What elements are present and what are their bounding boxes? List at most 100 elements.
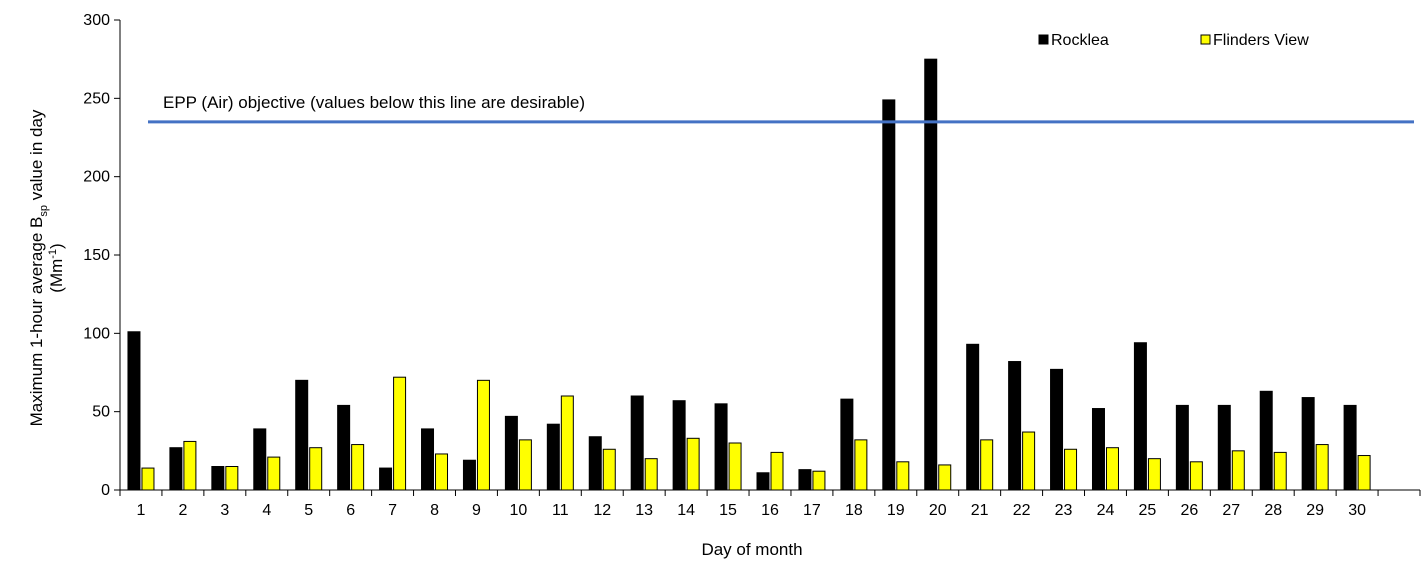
bar-rocklea-day-22: [1008, 361, 1022, 491]
bar-rocklea-day-7: [379, 467, 393, 491]
bar-rocklea-day-28: [1259, 390, 1273, 491]
y-axis-unit: (Mm-1): [47, 243, 66, 292]
y-tick-label-150: 150: [83, 247, 110, 264]
bar-flinders-view-day-4: [267, 456, 281, 491]
bar-rocklea-day-12: [588, 436, 602, 491]
y-tick-label-100: 100: [83, 325, 110, 342]
bar-flinders-view-day-24: [1105, 447, 1119, 491]
x-tick-label-19: 19: [887, 502, 905, 519]
x-tick-label-16: 16: [761, 502, 779, 519]
bar-rocklea-day-25: [1133, 342, 1147, 491]
y-tick-label-50: 50: [92, 404, 110, 421]
reference-line-label: EPP (Air) objective (values below this l…: [163, 93, 585, 112]
legend-label-flinders-view: Flinders View: [1213, 32, 1309, 49]
y-tick-label-300: 300: [83, 12, 110, 29]
bar-rocklea-day-19: [882, 99, 896, 491]
bar-rocklea-day-23: [1050, 368, 1064, 491]
bar-flinders-view-day-29: [1315, 444, 1329, 491]
x-tick-label-14: 14: [677, 502, 695, 519]
x-tick-label-10: 10: [509, 502, 527, 519]
x-tick-label-5: 5: [304, 502, 313, 519]
bar-flinders-view-day-1: [141, 467, 155, 491]
bar-flinders-view-day-26: [1189, 461, 1203, 491]
y-tick-label-0: 0: [101, 482, 110, 499]
x-tick-label-28: 28: [1264, 502, 1282, 519]
bar-flinders-view-day-6: [351, 444, 365, 491]
bar-rocklea-day-2: [169, 447, 183, 491]
x-tick-label-9: 9: [472, 502, 481, 519]
bar-flinders-view-day-19: [896, 461, 910, 491]
bar-rocklea-day-5: [295, 379, 309, 491]
bar-rocklea-day-9: [462, 459, 476, 491]
bar-rocklea-day-10: [504, 415, 518, 491]
y-axis-title-main: Maximum 1-hour average B: [27, 217, 46, 427]
bar-flinders-view-day-16: [770, 451, 784, 491]
x-tick-label-13: 13: [635, 502, 653, 519]
bar-flinders-view-day-8: [435, 453, 449, 491]
bar-rocklea-day-27: [1217, 404, 1231, 491]
bar-flinders-view-day-20: [938, 464, 952, 491]
x-tick-label-6: 6: [346, 502, 355, 519]
bar-rocklea-day-1: [127, 331, 141, 491]
bar-flinders-view-day-27: [1231, 450, 1245, 491]
legend-swatch-flinders-view: [1200, 34, 1211, 45]
bar-flinders-view-day-7: [393, 376, 407, 491]
y-axis-title-subscript: sp: [38, 205, 50, 217]
x-tick-label-8: 8: [430, 502, 439, 519]
bar-flinders-view-day-23: [1064, 448, 1078, 491]
bar-rocklea-day-16: [756, 472, 770, 491]
x-tick-label-24: 24: [1097, 502, 1115, 519]
bar-rocklea-day-15: [714, 403, 728, 491]
bar-flinders-view-day-5: [309, 447, 323, 491]
x-tick-label-15: 15: [719, 502, 737, 519]
bar-flinders-view-day-9: [476, 379, 490, 491]
x-tick-label-26: 26: [1180, 502, 1198, 519]
bar-flinders-view-day-2: [183, 440, 197, 491]
x-tick-label-22: 22: [1013, 502, 1031, 519]
bar-flinders-view-day-28: [1273, 451, 1287, 491]
bar-flinders-view-day-12: [602, 448, 616, 491]
bar-flinders-view-day-30: [1357, 455, 1371, 491]
bar-flinders-view-day-10: [518, 439, 532, 491]
x-tick-label-7: 7: [388, 502, 397, 519]
legend-swatch-rocklea: [1038, 34, 1049, 45]
bar-flinders-view-day-18: [854, 439, 868, 491]
x-tick-label-18: 18: [845, 502, 863, 519]
bar-rocklea-day-8: [421, 428, 435, 491]
x-tick-label-23: 23: [1055, 502, 1073, 519]
x-tick-label-4: 4: [262, 502, 271, 519]
x-axis-title: Day of month: [701, 540, 802, 559]
y-axis-title: Maximum 1-hour average Bsp value in day: [27, 109, 50, 426]
bar-flinders-view-day-25: [1147, 458, 1161, 491]
x-tick-label-30: 30: [1348, 502, 1366, 519]
bar-flinders-view-day-11: [560, 395, 574, 491]
bar-rocklea-day-20: [924, 58, 938, 491]
x-tick-label-25: 25: [1139, 502, 1157, 519]
x-tick-label-21: 21: [971, 502, 989, 519]
bar-rocklea-day-26: [1175, 404, 1189, 491]
y-axis-unit-main: (Mm: [47, 259, 66, 293]
x-tick-label-12: 12: [593, 502, 611, 519]
x-tick-label-2: 2: [178, 502, 187, 519]
x-tick-label-3: 3: [220, 502, 229, 519]
bar-rocklea-day-6: [337, 404, 351, 491]
bar-rocklea-day-24: [1091, 408, 1105, 491]
bar-rocklea-day-18: [840, 398, 854, 491]
x-tick-label-1: 1: [137, 502, 146, 519]
bar-flinders-view-day-21: [980, 439, 994, 491]
bar-flinders-view-day-3: [225, 466, 239, 491]
y-axis-title-tail: value in day: [27, 109, 46, 205]
bar-flinders-view-day-15: [728, 442, 742, 491]
bar-rocklea-day-21: [966, 343, 980, 491]
x-tick-label-17: 17: [803, 502, 821, 519]
y-axis-unit-tail: ): [47, 243, 66, 249]
bar-rocklea-day-4: [253, 428, 267, 491]
bar-flinders-view-day-13: [644, 458, 658, 491]
y-tick-label-200: 200: [83, 169, 110, 186]
bar-rocklea-day-3: [211, 466, 225, 491]
x-tick-label-20: 20: [929, 502, 947, 519]
legend-label-rocklea: Rocklea: [1051, 32, 1109, 49]
y-axis-unit-superscript: -1: [47, 249, 59, 259]
